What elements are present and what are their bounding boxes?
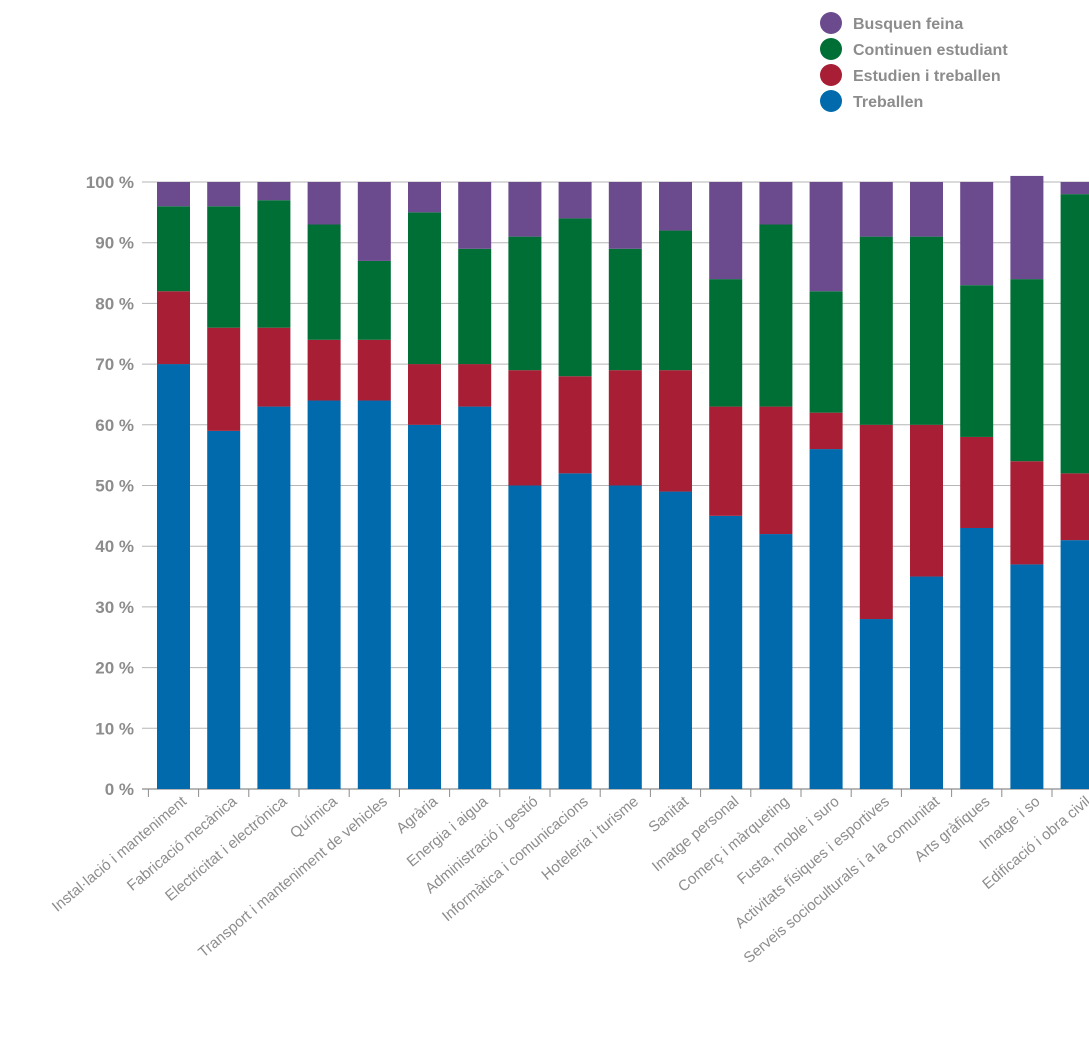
bar-segment-1-2 bbox=[207, 206, 241, 328]
bar-segment-18-2 bbox=[1060, 194, 1089, 474]
bar-segment-4-2 bbox=[357, 260, 391, 340]
y-tick-label-20: 20 % bbox=[95, 659, 134, 678]
y-tick-label-30: 30 % bbox=[95, 598, 134, 617]
y-tick-label-100: 100 % bbox=[86, 173, 134, 192]
bar-segment-7-2 bbox=[508, 236, 542, 371]
bar-segment-17-1 bbox=[1010, 461, 1044, 565]
bar-segment-11-3 bbox=[709, 182, 743, 280]
bar-segment-1-0 bbox=[207, 430, 241, 789]
bar-segment-0-2 bbox=[157, 206, 190, 292]
bar-segment-8-0 bbox=[558, 473, 592, 789]
bar-segment-8-1 bbox=[558, 376, 592, 474]
bar-segment-10-3 bbox=[659, 182, 692, 231]
bar-segment-5-0 bbox=[408, 424, 441, 789]
bar-segment-10-2 bbox=[659, 230, 692, 371]
bar-segment-12-0 bbox=[759, 534, 793, 789]
legend-label-1: Continuen estudiant bbox=[853, 42, 1008, 59]
bar-segment-14-2 bbox=[859, 236, 893, 425]
bar-segment-9-2 bbox=[608, 248, 642, 371]
bar-segment-7-1 bbox=[508, 370, 542, 486]
y-tick-label-50: 50 % bbox=[95, 477, 134, 496]
bar-segment-2-0 bbox=[257, 406, 291, 789]
bar-segment-3-1 bbox=[307, 339, 341, 401]
legend-marker-1 bbox=[820, 38, 842, 60]
bar-segment-15-3 bbox=[910, 182, 943, 237]
bar-segment-15-1 bbox=[910, 424, 943, 577]
y-tick-label-70: 70 % bbox=[95, 355, 134, 374]
bar-segment-12-1 bbox=[759, 406, 793, 535]
bar-segment-7-0 bbox=[508, 485, 542, 789]
bar-segment-16-2 bbox=[960, 285, 994, 437]
bar-segment-10-1 bbox=[659, 370, 692, 492]
bar-segment-14-0 bbox=[859, 619, 893, 789]
bar-segment-6-2 bbox=[458, 248, 492, 365]
x-category-label-11: Imatge personal bbox=[649, 793, 742, 875]
legend-marker-0 bbox=[820, 12, 842, 34]
legend-label-0: Busquen feina bbox=[853, 16, 963, 33]
legend-label-3: Treballen bbox=[853, 94, 923, 111]
bar-segment-9-3 bbox=[608, 182, 642, 249]
bar-segment-15-0 bbox=[910, 576, 943, 789]
bar-segment-1-3 bbox=[207, 182, 241, 207]
bar-segment-13-1 bbox=[809, 412, 843, 450]
y-tick-label-90: 90 % bbox=[95, 234, 134, 253]
bar-segment-2-3 bbox=[257, 182, 291, 201]
bar-segment-13-3 bbox=[809, 182, 843, 292]
y-tick-label-60: 60 % bbox=[95, 416, 134, 435]
legend-marker-2 bbox=[820, 64, 842, 86]
bar-segment-11-1 bbox=[709, 406, 743, 516]
y-tick-label-80: 80 % bbox=[95, 294, 134, 313]
bar-segment-9-0 bbox=[608, 485, 642, 789]
bar-segment-4-3 bbox=[357, 182, 391, 261]
bar-segment-18-0 bbox=[1060, 540, 1089, 789]
bar-segment-4-1 bbox=[357, 339, 391, 401]
bar-segment-6-3 bbox=[458, 182, 492, 249]
bar-segment-13-2 bbox=[809, 291, 843, 413]
bar-segment-15-2 bbox=[910, 236, 943, 425]
bar-segment-5-1 bbox=[408, 364, 441, 425]
bar-segment-17-2 bbox=[1010, 279, 1044, 462]
bar-segment-10-0 bbox=[659, 491, 692, 789]
bar-segment-0-3 bbox=[157, 182, 190, 207]
bar-segment-6-1 bbox=[458, 364, 492, 407]
bar-segment-16-1 bbox=[960, 436, 994, 528]
bar-segment-6-0 bbox=[458, 406, 492, 789]
bar-segment-3-3 bbox=[307, 182, 341, 225]
bar-segment-16-0 bbox=[960, 527, 994, 789]
legend-label-2: Estudien i treballen bbox=[853, 68, 1001, 85]
bar-segment-12-3 bbox=[759, 182, 793, 225]
bar-segment-9-1 bbox=[608, 370, 642, 486]
bar-segment-0-0 bbox=[157, 364, 190, 789]
legend-marker-3 bbox=[820, 90, 842, 112]
bar-segment-13-0 bbox=[809, 449, 843, 789]
bar-segment-5-2 bbox=[408, 212, 441, 365]
bar-segment-4-0 bbox=[357, 400, 391, 789]
x-category-label-10: Sanitat bbox=[645, 793, 692, 837]
bar-segment-18-1 bbox=[1060, 473, 1089, 541]
bar-segment-11-0 bbox=[709, 515, 743, 789]
bar-segment-16-3 bbox=[960, 182, 994, 286]
bar-segment-14-1 bbox=[859, 424, 893, 620]
bar-segment-0-1 bbox=[157, 291, 190, 365]
bar-segment-7-3 bbox=[508, 182, 542, 237]
bar-segment-11-2 bbox=[709, 279, 743, 407]
bar-segment-17-3 bbox=[1010, 175, 1044, 280]
bar-segment-5-3 bbox=[408, 182, 441, 213]
bar-segment-2-1 bbox=[257, 327, 291, 407]
bar-segment-17-0 bbox=[1010, 564, 1044, 789]
bar-segment-2-2 bbox=[257, 200, 291, 328]
bar-segment-1-1 bbox=[207, 327, 241, 431]
bar-segment-3-0 bbox=[307, 400, 341, 789]
bar-segment-3-2 bbox=[307, 224, 341, 340]
bar-segment-12-2 bbox=[759, 224, 793, 407]
bar-segment-8-2 bbox=[558, 218, 592, 377]
bar-segment-8-3 bbox=[558, 182, 592, 219]
y-tick-label-0: 0 % bbox=[105, 780, 134, 799]
y-tick-label-40: 40 % bbox=[95, 537, 134, 556]
bar-segment-14-3 bbox=[859, 182, 893, 237]
y-tick-label-10: 10 % bbox=[95, 719, 134, 738]
bar-segment-18-3 bbox=[1060, 182, 1089, 195]
